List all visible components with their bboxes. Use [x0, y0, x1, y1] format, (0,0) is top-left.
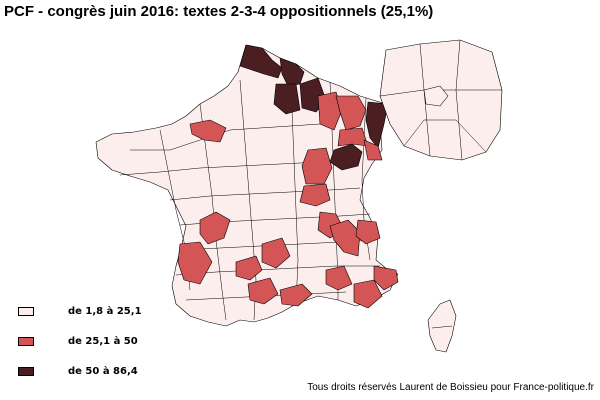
dept-marne [317, 91, 343, 131]
corsica [427, 299, 457, 353]
high-category-departments [239, 44, 389, 171]
legend-item-high: de 50 à 86,4 [18, 366, 138, 377]
dept-seine-maritime [189, 119, 227, 143]
dept-nord [239, 44, 283, 79]
dept-meuse [335, 95, 367, 131]
map-title: PCF - congrès juin 2016: textes 2-3-4 op… [4, 3, 434, 20]
legend-swatch-mid [18, 337, 34, 346]
ile-de-france-inset [379, 39, 503, 161]
dept-savoie [355, 219, 381, 245]
dept-gard [325, 265, 353, 291]
dept-var [373, 265, 399, 291]
dept-dordogne [199, 211, 231, 245]
dept-herault [279, 283, 313, 307]
dept-drome [329, 219, 361, 257]
dept-vosges [363, 139, 383, 161]
legend-label-low: de 1,8 à 25,1 [68, 306, 142, 317]
mid-category-departments [177, 91, 399, 309]
legend-label-high: de 50 à 86,4 [68, 366, 138, 377]
legend-item-low: de 1,8 à 25,1 [18, 306, 142, 317]
legend-swatch-high [18, 367, 34, 376]
dept-bouches-rhone [353, 279, 383, 309]
dept-aveyron [261, 237, 291, 269]
legend-swatch-low [18, 307, 34, 316]
dept-landes [177, 241, 213, 285]
legend-label-mid: de 25,1 à 50 [68, 336, 138, 347]
dept-meurthe [337, 127, 369, 147]
copyright-credit: Tous droits réservés Laurent de Boissieu… [307, 382, 594, 393]
dept-lot [235, 255, 263, 281]
legend-item-mid: de 25,1 à 50 [18, 336, 138, 347]
dept-aisne [273, 83, 301, 115]
dept-saone-loire [299, 183, 331, 207]
france-mainland [95, 44, 399, 327]
dept-haute-garonne [247, 277, 279, 305]
